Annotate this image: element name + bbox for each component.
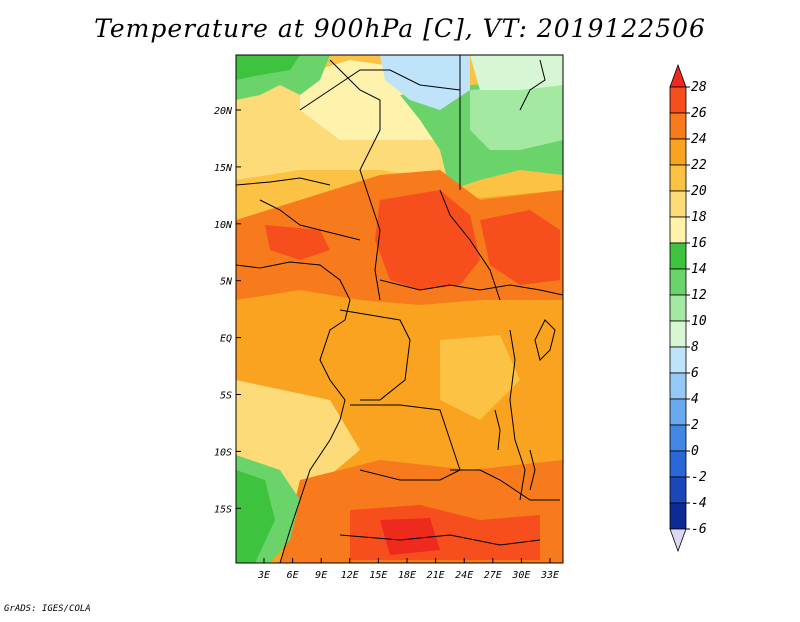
coast-red-sea	[519, 59, 546, 111]
colorbar-label: 22	[691, 158, 707, 173]
colorbar-label: -4	[691, 496, 707, 511]
border-niger-chad	[329, 59, 381, 301]
lat-tick-label: 5N	[220, 277, 233, 288]
lon-tick-label: 3E	[257, 570, 270, 581]
colorbar-label: 8	[691, 340, 699, 355]
field-10-northeast	[470, 85, 563, 150]
colorbar-box	[669, 138, 687, 166]
field-26-nigeria	[265, 225, 330, 260]
border-nigeria	[259, 199, 361, 241]
map-title: Temperature at 900hPa [C], VT: 201912250…	[94, 14, 706, 43]
temperature-field	[236, 55, 563, 563]
lon-tick-label: 27E	[484, 570, 502, 581]
colorbar-label: 24	[691, 132, 707, 147]
colorbar-box	[669, 112, 687, 140]
lon-tick-label: 21E	[427, 570, 445, 581]
colorbar-box	[669, 476, 687, 504]
grads-credit: GrADS: IGES/COLA	[4, 604, 91, 614]
border-angola	[350, 404, 461, 481]
border-zambia	[450, 469, 560, 501]
border-north	[299, 69, 461, 111]
lon-tick-label: 6E	[287, 570, 299, 581]
colorbar-label: 28	[691, 80, 707, 95]
colorbar-box	[669, 86, 687, 114]
colorbar-box	[669, 398, 687, 426]
latitude-axis: 20N 15N 10N 5N EQ 5S 10S 15S	[214, 106, 241, 515]
field-14-sw-coast	[236, 470, 275, 563]
colorbar-label: 0	[691, 444, 699, 459]
field-10-ne-corner	[470, 55, 563, 90]
colorbar-box	[669, 450, 687, 478]
colorbar-label: 18	[691, 210, 707, 225]
coastline-west	[236, 261, 351, 563]
colorbar-label: 26	[691, 106, 707, 121]
colorbar-box	[669, 502, 687, 530]
field-14-northwest	[236, 55, 300, 80]
colorbar-label: 4	[691, 392, 699, 407]
colorbar-label: 14	[691, 262, 707, 277]
lat-tick-label: 15S	[214, 504, 232, 515]
colorbar-box	[669, 216, 687, 244]
colorbar-label: 20	[691, 184, 707, 199]
field-8-north	[380, 55, 470, 110]
field-28-south	[380, 518, 440, 555]
colorbar-label: 10	[691, 314, 707, 329]
colorbar-label: 12	[691, 288, 707, 303]
colorbar-label: 6	[691, 366, 699, 381]
border-gabon-congo	[339, 309, 411, 401]
country-borders	[236, 55, 563, 563]
lat-tick-label: 5S	[220, 391, 232, 402]
lon-tick-label: 15E	[369, 570, 387, 581]
lon-tick-label: 18E	[398, 570, 416, 581]
colorbar-box	[669, 268, 687, 296]
lat-tick-label: EQ	[220, 334, 232, 345]
lake-malawi	[529, 449, 536, 491]
lon-tick-label: 33E	[540, 570, 559, 581]
longitude-axis: 3E 6E 9E 12E 15E 18E 21E 24E 27E 30E 33E	[257, 558, 559, 581]
border-namibia-botswana	[339, 534, 541, 546]
lat-tick-label: 10S	[214, 447, 232, 458]
lat-tick-label: 20N	[214, 106, 233, 117]
colorbar-label: 2	[691, 418, 699, 433]
colorbar-box	[669, 190, 687, 218]
lon-tick-label: 24E	[455, 570, 473, 581]
colorbar-box	[669, 346, 687, 374]
lake-tanganyika	[494, 409, 501, 451]
colorbar-bottom-triangle	[669, 528, 687, 553]
colorbar-label: -6	[691, 522, 707, 537]
border-great-lakes	[509, 329, 526, 501]
colorbar-box	[669, 320, 687, 348]
lon-tick-label: 30E	[511, 570, 530, 581]
colorbar-box	[669, 372, 687, 400]
lake-victoria	[534, 319, 556, 361]
border-mali-niger	[236, 177, 331, 186]
colorbar-box	[669, 424, 687, 452]
lat-tick-label: 10N	[214, 220, 233, 231]
border-car-drc	[379, 279, 563, 296]
field-26-chad-car	[375, 190, 480, 290]
lat-tick-label: 15N	[214, 163, 233, 174]
colorbar-label: -2	[691, 470, 707, 485]
colorbar-box	[669, 294, 687, 322]
colorbar-label: 16	[691, 236, 707, 251]
field-20-congo	[440, 335, 520, 420]
colorbar-top-triangle	[669, 63, 687, 88]
lon-tick-label: 9E	[315, 570, 327, 581]
map-frame	[235, 54, 564, 564]
colorbar-box	[669, 164, 687, 192]
lon-tick-label: 12E	[341, 570, 359, 581]
border-chad-sudan	[439, 189, 501, 301]
colorbar-box	[669, 242, 687, 270]
field-26-south-sudan	[480, 210, 560, 285]
